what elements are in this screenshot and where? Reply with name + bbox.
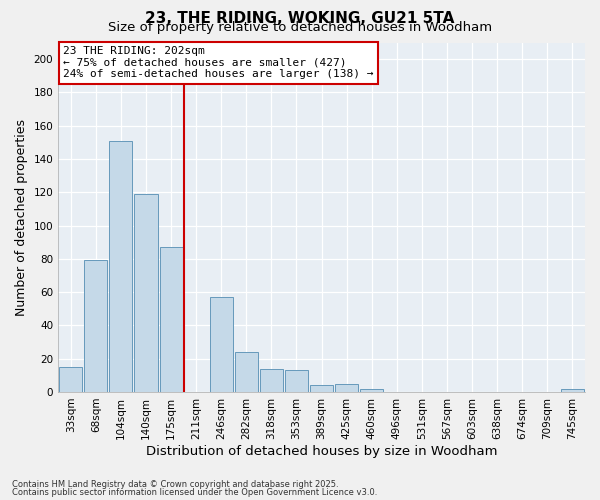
Bar <box>561 388 584 392</box>
Bar <box>360 388 383 392</box>
Bar <box>335 384 358 392</box>
Bar <box>84 260 107 392</box>
Bar <box>209 297 233 392</box>
Y-axis label: Number of detached properties: Number of detached properties <box>15 118 28 316</box>
Text: 23 THE RIDING: 202sqm
← 75% of detached houses are smaller (427)
24% of semi-det: 23 THE RIDING: 202sqm ← 75% of detached … <box>64 46 374 79</box>
Text: 23, THE RIDING, WOKING, GU21 5TA: 23, THE RIDING, WOKING, GU21 5TA <box>145 11 455 26</box>
Text: Contains public sector information licensed under the Open Government Licence v3: Contains public sector information licen… <box>12 488 377 497</box>
Bar <box>59 367 82 392</box>
X-axis label: Distribution of detached houses by size in Woodham: Distribution of detached houses by size … <box>146 444 497 458</box>
Bar <box>285 370 308 392</box>
Bar <box>260 368 283 392</box>
Bar <box>160 247 182 392</box>
Text: Contains HM Land Registry data © Crown copyright and database right 2025.: Contains HM Land Registry data © Crown c… <box>12 480 338 489</box>
Bar <box>109 140 133 392</box>
Text: Size of property relative to detached houses in Woodham: Size of property relative to detached ho… <box>108 22 492 35</box>
Bar <box>310 386 333 392</box>
Bar <box>134 194 158 392</box>
Bar <box>235 352 258 392</box>
